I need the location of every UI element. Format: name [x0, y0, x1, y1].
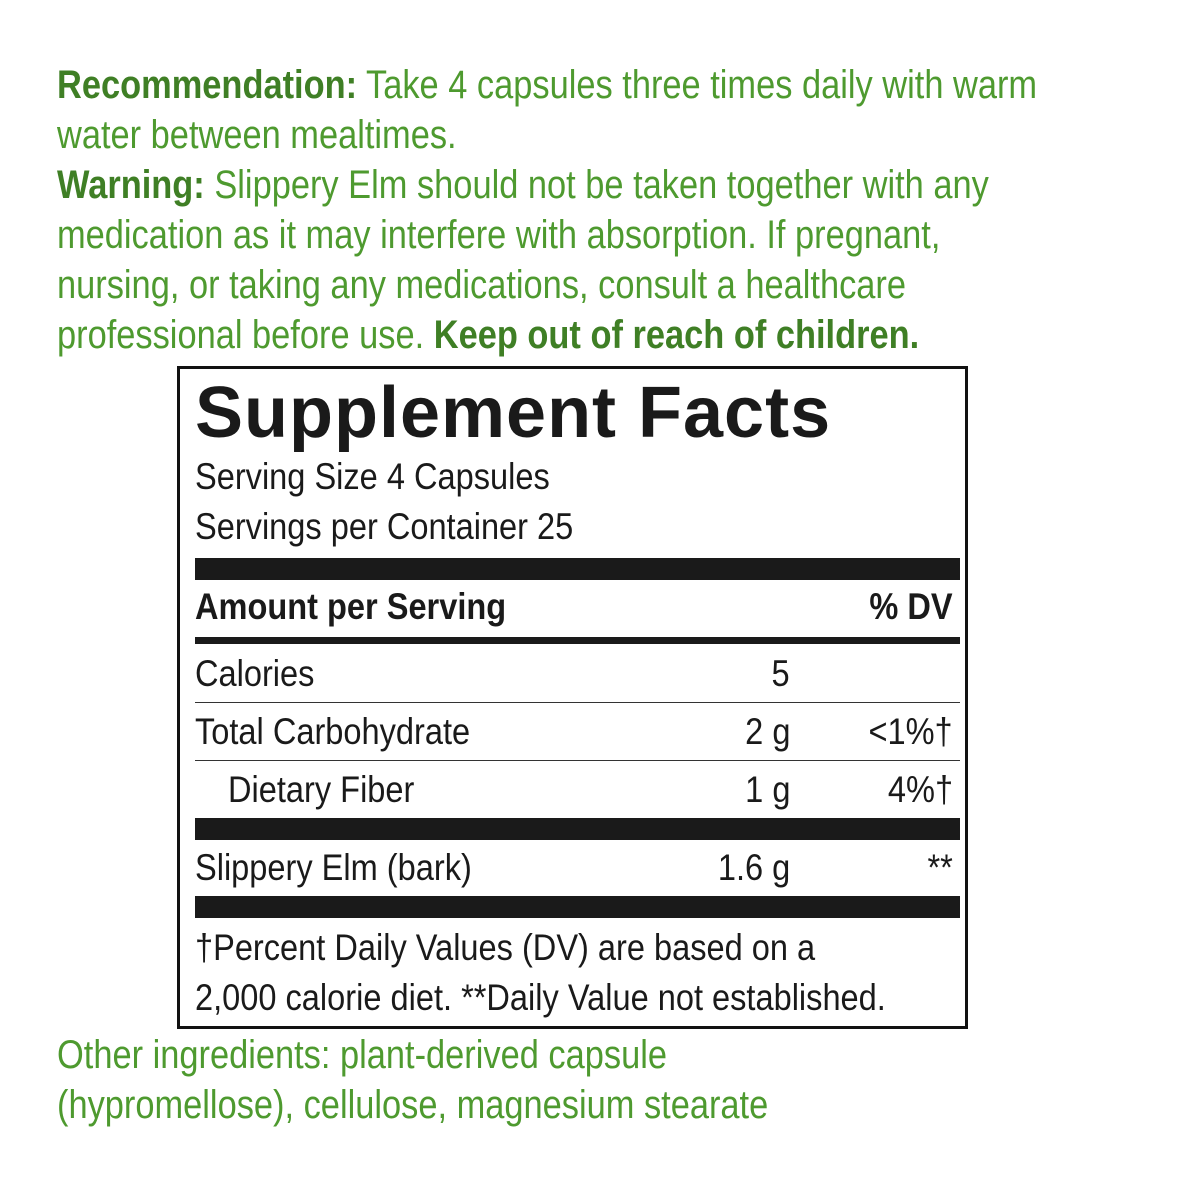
- ingredients-line: (hypromellose), cellulose, magnesium ste…: [57, 1083, 769, 1127]
- row-divider: [195, 702, 960, 703]
- amount-header: Amount per Serving: [195, 586, 507, 627]
- warning-label: Warning:: [57, 163, 205, 207]
- servings: Servings per Container 25: [195, 506, 574, 547]
- nutrient-amount: 1 g: [744, 769, 790, 810]
- text: Take 4 capsules three times daily with w…: [366, 63, 1038, 107]
- recommendation-line: Recommendation: Take 4 capsules three ti…: [57, 60, 1037, 110]
- nutrient-dv: 4%†: [887, 769, 953, 810]
- recommendation-line: water between mealtimes.: [57, 113, 457, 157]
- ingredients-line: Other ingredients: plant-derived capsule: [57, 1033, 667, 1077]
- rule: [195, 818, 960, 840]
- warning-line: Warning: Slippery Elm should not be take…: [57, 160, 989, 210]
- nutrient-amount: 2 g: [744, 711, 790, 752]
- footnote-line: †Percent Daily Values (DV) are based on …: [195, 927, 816, 968]
- nutrient-name: Slippery Elm (bark): [195, 847, 472, 888]
- facts-title: Supplement Facts: [195, 373, 832, 453]
- rule: [195, 637, 960, 644]
- row-divider: [195, 760, 960, 761]
- supplement-facts-box: Supplement Facts Serving Size 4 Capsules…: [177, 366, 968, 1029]
- dv-header: % DV: [869, 586, 953, 627]
- nutrient-name: Calories: [195, 653, 315, 694]
- nutrient-amount: 1.6 g: [717, 847, 790, 888]
- warning-line: professional before use. Keep out of rea…: [57, 310, 919, 360]
- rule: [195, 896, 960, 918]
- recommendation-label: Recommendation:: [57, 63, 358, 107]
- nutrient-dv: **: [927, 847, 953, 888]
- footnote-line: 2,000 calorie diet. **Daily Value not es…: [195, 977, 886, 1018]
- rule: [195, 558, 960, 580]
- nutrient-name: Total Carbohydrate: [195, 711, 471, 752]
- serving-size: Serving Size 4 Capsules: [195, 456, 550, 497]
- text: Slippery Elm should not be taken togethe…: [214, 163, 989, 207]
- warning-line: nursing, or taking any medications, cons…: [57, 263, 907, 307]
- nutrient-dv: <1%†: [868, 711, 953, 752]
- warning-line: medication as it may interfere with abso…: [57, 213, 941, 257]
- nutrient-name: Dietary Fiber: [228, 769, 415, 810]
- text: professional before use.: [57, 313, 425, 357]
- nutrient-amount: 5: [771, 653, 790, 694]
- warning-emphasis: Keep out of reach of children.: [433, 313, 920, 357]
